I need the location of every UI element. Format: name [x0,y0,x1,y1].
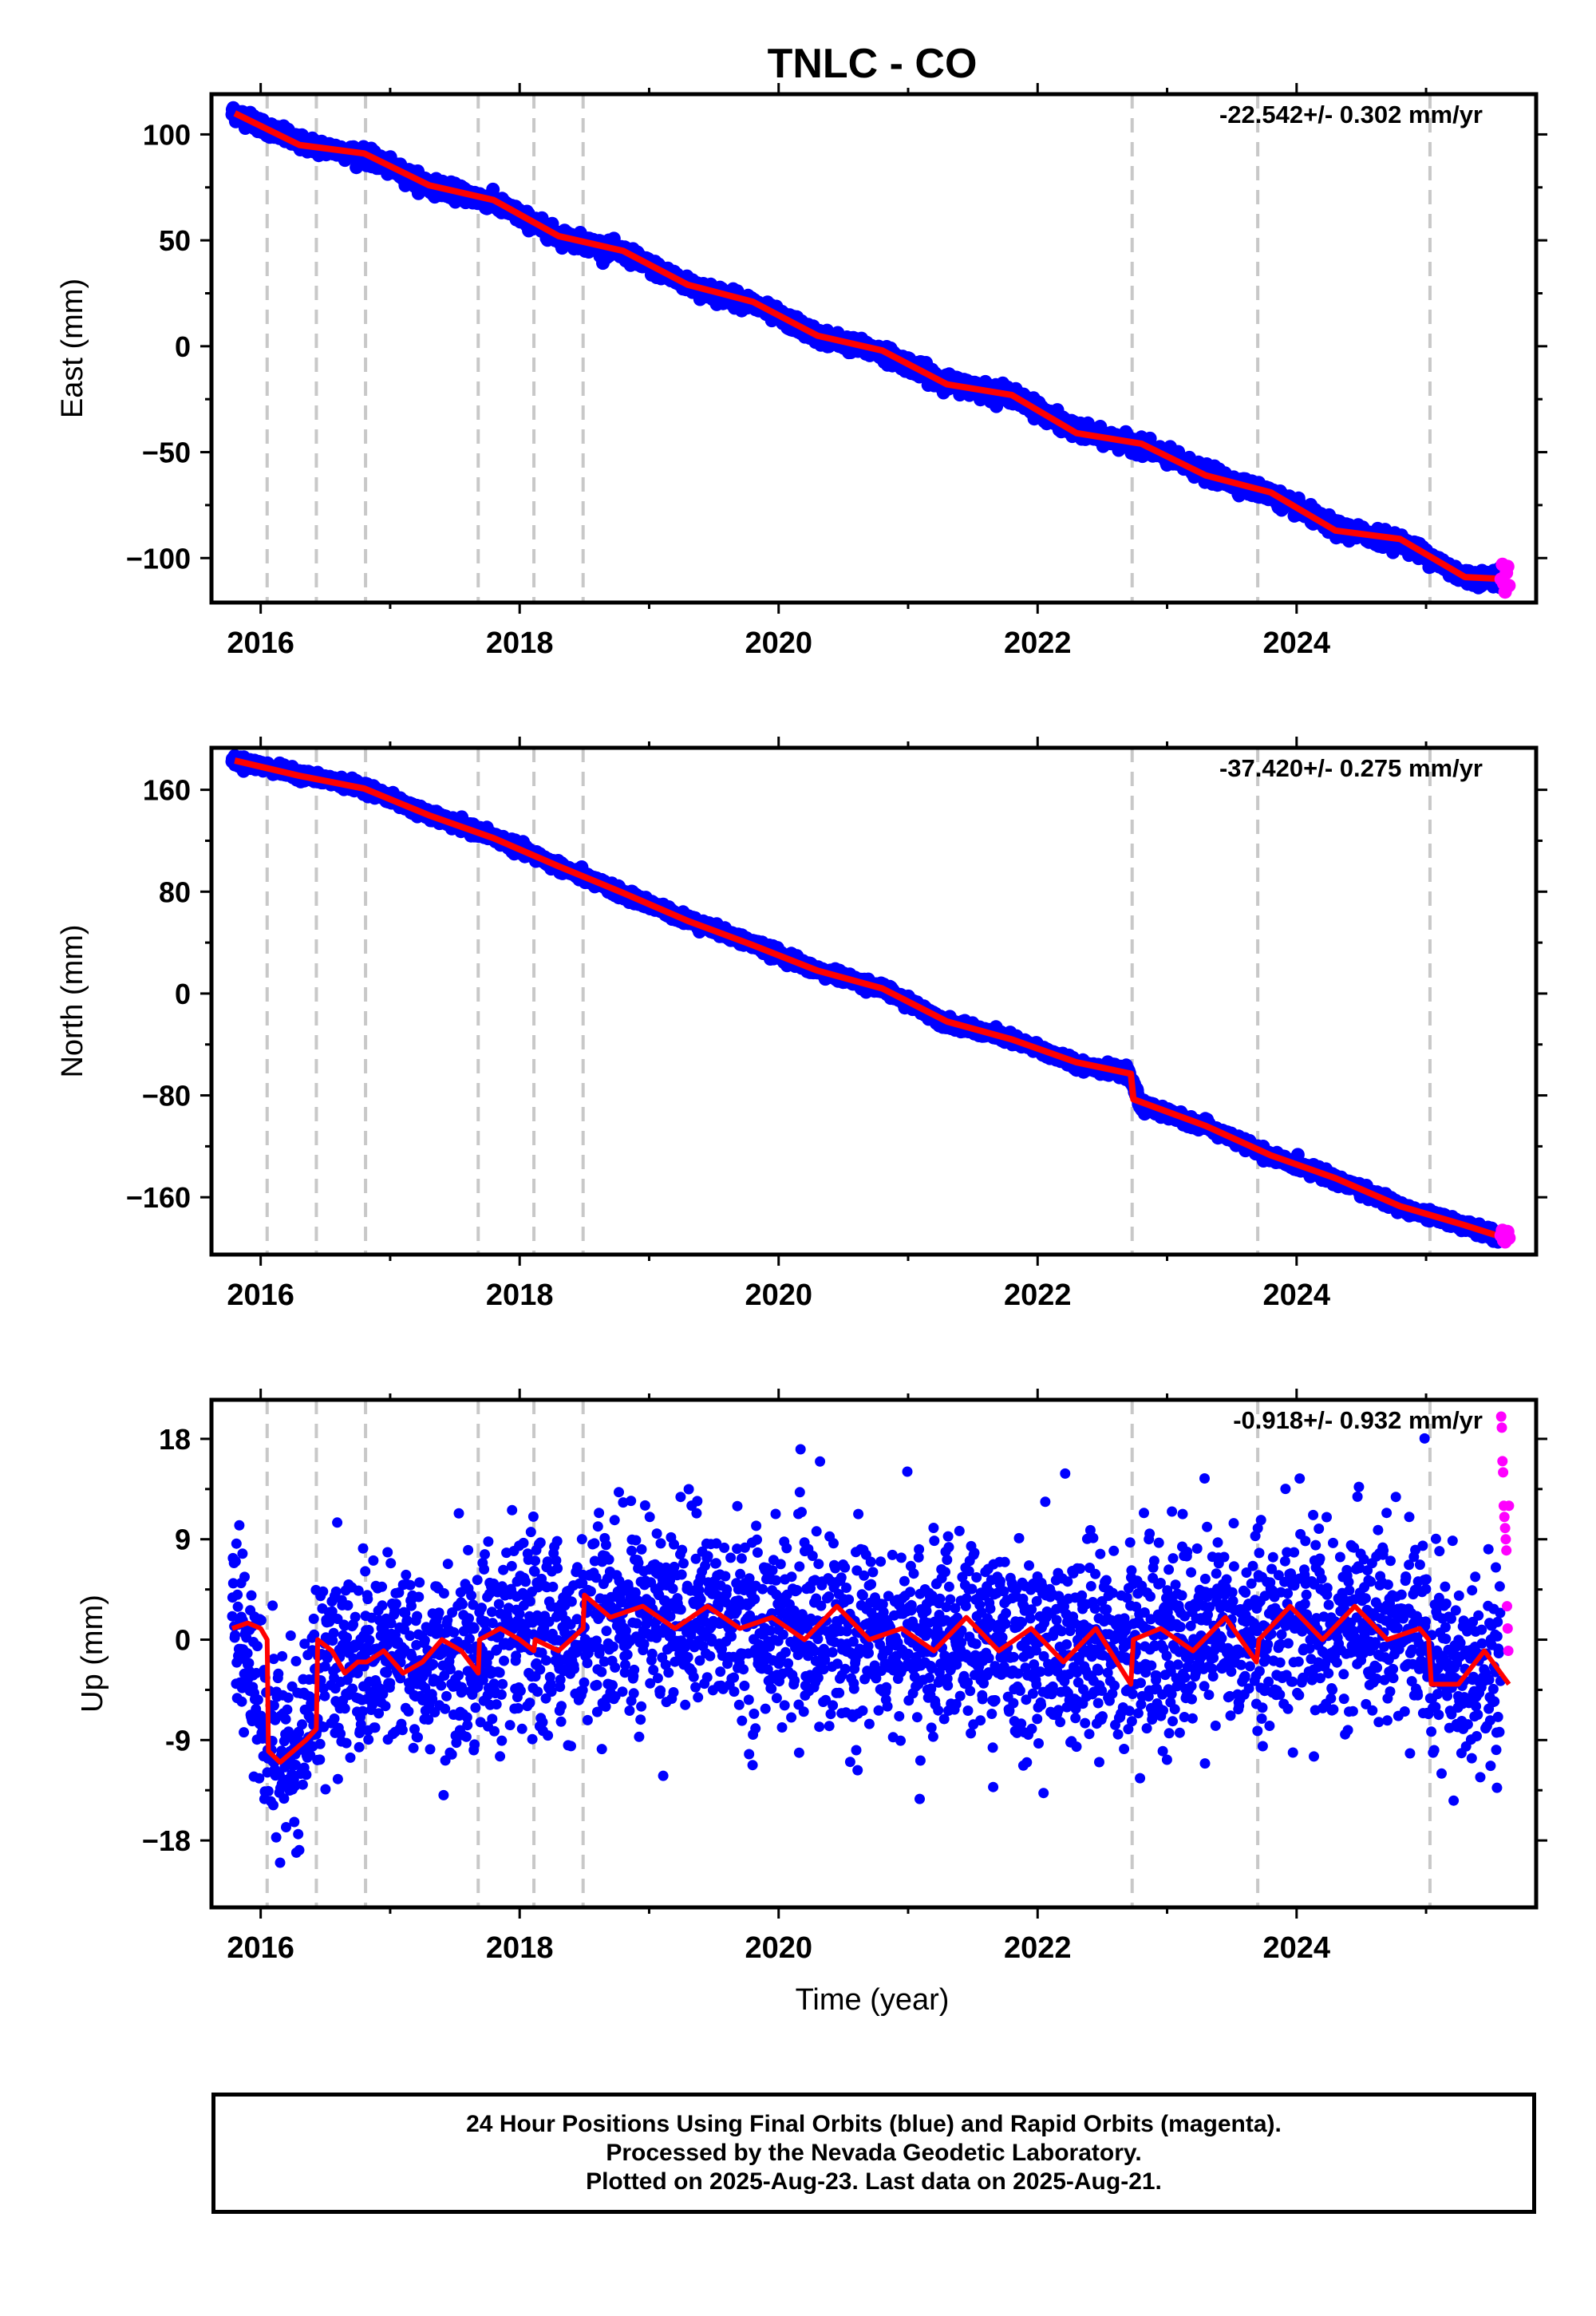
rapid-orbit-points [1494,557,1516,599]
x-tick-label: 2016 [227,626,294,660]
x-tick-label: 2022 [1004,626,1072,660]
y-tick-label: 50 [159,224,191,257]
rate-annotation: -22.542+/- 0.302 mm/yr [1219,101,1483,128]
x-axis-title: Time (year) [796,1983,950,2017]
y-tick-label: −100 [126,542,191,575]
x-tick-label: 2018 [486,626,554,660]
y-axis-title: East (mm) [56,279,89,418]
model-curve [233,110,1510,583]
x-tick-label: 2024 [1263,626,1331,660]
y-tick-label: 100 [143,118,191,151]
panel-east: 2016 2018 2020 2022 2024 100 50 0 −50 −100 East (m… [56,83,1547,660]
rapid-orbit-point [1500,559,1515,574]
plot-content [225,749,1516,1249]
figure-title: TNLC - CO [768,41,978,87]
plot-content [225,101,1516,599]
y-tick-label: −50 [142,437,191,469]
panel-frame [209,92,1539,605]
rapid-orbit-point [1502,579,1516,593]
x-tick-label: 2020 [745,626,812,660]
y-tick-label: 0 [175,330,191,363]
panels-group: 2016 2018 2020 2022 2024 100 50 0 −50 −100 East (m… [56,83,1547,1965]
